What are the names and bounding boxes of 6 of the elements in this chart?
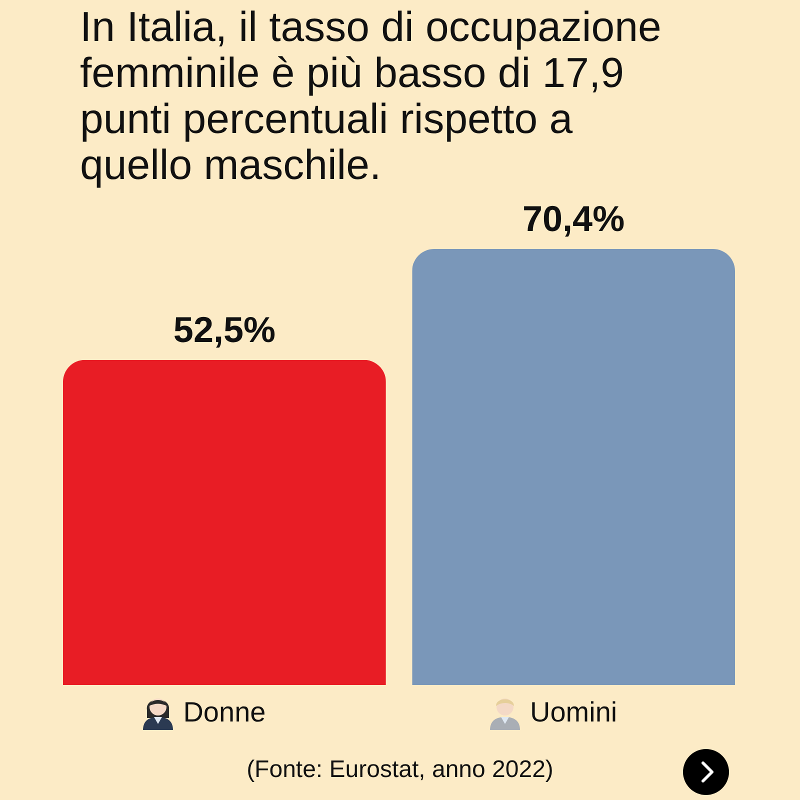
data-label: 52,5% <box>173 308 276 350</box>
text: (Fonte: Eurostat, anno 2022) <box>246 756 554 784</box>
data-label: 70,4% <box>522 198 625 239</box>
x-tick-label: Uomini <box>530 696 618 728</box>
chart-title: In Italia, il tasso di occupazione femminile è più basso di 17,9 punti percentuali rispetto a quello maschile. <box>80 3 662 188</box>
x-tick-label: Donne <box>183 696 266 728</box>
